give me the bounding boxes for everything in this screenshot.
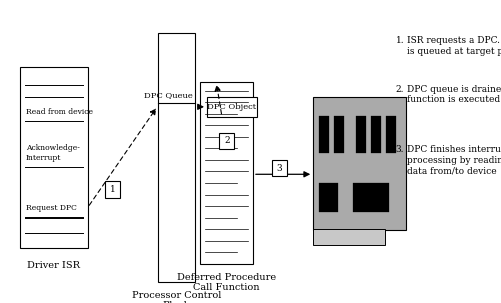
Text: Driver ISR: Driver ISR <box>28 261 80 270</box>
Bar <box>219 132 234 149</box>
Bar <box>386 116 396 153</box>
Text: 1.: 1. <box>396 36 404 45</box>
Text: Deferred Procedure
Call Function: Deferred Procedure Call Function <box>177 273 276 292</box>
Bar <box>313 97 406 230</box>
Text: 2.: 2. <box>396 85 404 94</box>
Bar <box>334 116 344 153</box>
Text: Acknowledge-
Interrupt: Acknowledge- Interrupt <box>26 144 80 162</box>
Bar <box>371 116 381 153</box>
Bar <box>105 181 120 198</box>
Text: Request DPC: Request DPC <box>26 204 77 211</box>
Text: DPC Object: DPC Object <box>207 103 257 111</box>
Text: 1: 1 <box>110 185 116 194</box>
Text: 3: 3 <box>277 164 283 173</box>
Text: 3.: 3. <box>396 145 404 155</box>
Bar <box>313 229 385 245</box>
Bar <box>20 67 88 248</box>
Text: DPC Queue: DPC Queue <box>144 91 193 99</box>
Bar <box>272 160 287 176</box>
Text: DPC finishes interrupt
processing by reading/writing
data from/to device: DPC finishes interrupt processing by rea… <box>407 145 501 175</box>
Text: DPC queue is drained -DPC's
function is executed: DPC queue is drained -DPC's function is … <box>407 85 501 104</box>
Bar <box>353 183 389 212</box>
Bar <box>356 116 366 153</box>
Bar <box>200 82 253 264</box>
Text: Processor Control
Block: Processor Control Block <box>132 291 221 303</box>
Text: Read from device: Read from device <box>26 108 93 116</box>
Bar <box>207 97 257 117</box>
Text: 2: 2 <box>224 136 230 145</box>
Text: ISR requests a DPC. DPC object
is queued at target processor: ISR requests a DPC. DPC object is queued… <box>407 36 501 56</box>
Bar <box>319 116 329 153</box>
Bar <box>319 183 338 212</box>
Bar <box>158 33 195 282</box>
